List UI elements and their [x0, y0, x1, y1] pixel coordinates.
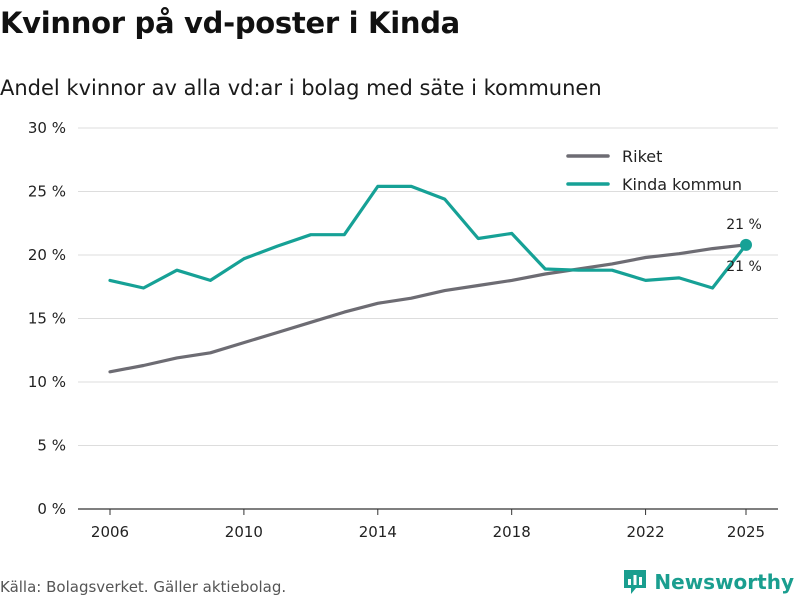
- legend-label-riket: Riket: [622, 147, 662, 166]
- y-tick-label: 0 %: [37, 500, 66, 518]
- chart-title: Kvinnor på vd-poster i Kinda: [0, 6, 460, 40]
- newsworthy-icon: [624, 570, 647, 594]
- y-tick-label: 5 %: [37, 437, 66, 455]
- y-tick-label: 10 %: [28, 373, 66, 391]
- data-label: 21 %: [726, 259, 762, 275]
- y-tick-label: 15 %: [28, 310, 66, 328]
- y-tick-label: 25 %: [28, 183, 66, 201]
- x-tick-label: 2022: [626, 523, 664, 541]
- y-tick-label: 30 %: [28, 119, 66, 137]
- newsworthy-logo: Newsworthy: [622, 568, 794, 596]
- source-note: Källa: Bolagsverket. Gäller aktiebolag.: [0, 578, 287, 596]
- endpoint-marker-kinda: [740, 238, 752, 251]
- y-tick-label: 20 %: [28, 246, 66, 264]
- x-tick-label: 2006: [91, 523, 129, 541]
- x-tick-label: 2018: [493, 523, 531, 541]
- brand-name: Newsworthy: [654, 570, 794, 594]
- data-label: 21 %: [726, 217, 762, 233]
- x-tick-label: 2025: [727, 523, 765, 541]
- legend-label-kinda: Kinda kommun: [622, 175, 742, 194]
- chart-subtitle: Andel kvinnor av alla vd:ar i bolag med …: [0, 76, 602, 100]
- series-line-kinda: [108, 184, 748, 290]
- x-tick-label: 2010: [225, 523, 263, 541]
- series-line-riket: [108, 243, 748, 374]
- x-tick-label: 2014: [359, 523, 397, 541]
